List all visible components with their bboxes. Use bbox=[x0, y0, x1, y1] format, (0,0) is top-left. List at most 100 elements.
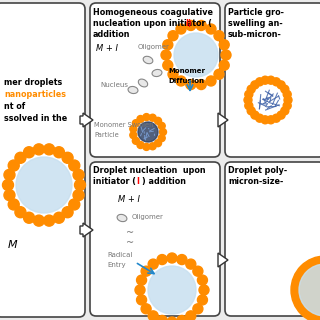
Circle shape bbox=[158, 122, 165, 129]
Circle shape bbox=[197, 275, 207, 285]
Text: Homogeneous coagulative: Homogeneous coagulative bbox=[93, 8, 213, 17]
Circle shape bbox=[132, 120, 140, 127]
Text: M: M bbox=[8, 240, 18, 250]
FancyBboxPatch shape bbox=[225, 162, 320, 316]
Circle shape bbox=[73, 190, 84, 201]
Circle shape bbox=[245, 102, 253, 110]
Polygon shape bbox=[218, 113, 228, 127]
Circle shape bbox=[8, 199, 19, 210]
Circle shape bbox=[163, 40, 173, 50]
Circle shape bbox=[219, 60, 229, 70]
Circle shape bbox=[4, 169, 15, 180]
Circle shape bbox=[261, 116, 269, 124]
Circle shape bbox=[174, 33, 218, 77]
Circle shape bbox=[149, 143, 156, 150]
Circle shape bbox=[33, 144, 44, 155]
Circle shape bbox=[272, 78, 280, 86]
Circle shape bbox=[196, 80, 206, 90]
Circle shape bbox=[15, 207, 26, 218]
Text: Oligomer: Oligomer bbox=[132, 214, 164, 220]
Text: Oligomer: Oligomer bbox=[138, 44, 170, 50]
Circle shape bbox=[247, 85, 255, 93]
Text: ssolved in the: ssolved in the bbox=[4, 114, 67, 123]
Circle shape bbox=[168, 31, 178, 41]
Circle shape bbox=[214, 31, 224, 41]
Circle shape bbox=[291, 256, 320, 320]
Text: Particle: Particle bbox=[94, 132, 119, 138]
Circle shape bbox=[244, 96, 252, 104]
FancyBboxPatch shape bbox=[225, 3, 320, 157]
Circle shape bbox=[69, 199, 80, 210]
Circle shape bbox=[193, 266, 203, 276]
Text: sub-micron-: sub-micron- bbox=[228, 30, 282, 39]
Circle shape bbox=[44, 215, 55, 226]
Text: Nucleus: Nucleus bbox=[100, 82, 128, 88]
Circle shape bbox=[135, 285, 145, 295]
Circle shape bbox=[256, 78, 264, 86]
Polygon shape bbox=[218, 253, 228, 267]
Circle shape bbox=[130, 132, 137, 139]
Circle shape bbox=[15, 152, 26, 163]
Circle shape bbox=[24, 212, 35, 223]
Text: swelling an-: swelling an- bbox=[228, 19, 283, 28]
Ellipse shape bbox=[143, 56, 153, 64]
Circle shape bbox=[283, 102, 291, 110]
Circle shape bbox=[196, 20, 206, 30]
FancyBboxPatch shape bbox=[0, 3, 85, 317]
Circle shape bbox=[177, 255, 187, 265]
Circle shape bbox=[8, 160, 19, 171]
Circle shape bbox=[62, 207, 73, 218]
Circle shape bbox=[199, 285, 209, 295]
FancyBboxPatch shape bbox=[90, 162, 220, 316]
Circle shape bbox=[186, 311, 196, 320]
Circle shape bbox=[148, 266, 196, 314]
Circle shape bbox=[186, 20, 196, 30]
Ellipse shape bbox=[138, 79, 148, 87]
Circle shape bbox=[267, 116, 275, 124]
Circle shape bbox=[245, 90, 253, 98]
Circle shape bbox=[186, 80, 196, 90]
Circle shape bbox=[148, 311, 158, 320]
Ellipse shape bbox=[117, 214, 127, 222]
Circle shape bbox=[247, 107, 255, 115]
Text: Particle gro-: Particle gro- bbox=[228, 8, 284, 17]
Text: mer droplets: mer droplets bbox=[4, 78, 62, 87]
Circle shape bbox=[137, 141, 144, 148]
Circle shape bbox=[299, 264, 320, 316]
Text: ) addition: ) addition bbox=[142, 177, 186, 186]
Circle shape bbox=[3, 180, 13, 190]
Circle shape bbox=[193, 304, 203, 314]
Text: Entry: Entry bbox=[107, 262, 126, 268]
Circle shape bbox=[138, 122, 158, 142]
Circle shape bbox=[33, 215, 44, 226]
Text: initiator (: initiator ( bbox=[93, 177, 136, 186]
Text: addition: addition bbox=[93, 30, 131, 39]
Circle shape bbox=[16, 157, 72, 213]
Circle shape bbox=[281, 107, 289, 115]
Polygon shape bbox=[80, 113, 93, 127]
Text: Droplet nucleation  upon: Droplet nucleation upon bbox=[93, 166, 206, 175]
Circle shape bbox=[161, 50, 171, 60]
Text: Diffusion: Diffusion bbox=[168, 78, 204, 84]
Circle shape bbox=[221, 50, 231, 60]
Circle shape bbox=[261, 76, 269, 84]
Circle shape bbox=[24, 147, 35, 158]
Text: nucleation upon initiator (: nucleation upon initiator ( bbox=[93, 19, 212, 28]
Circle shape bbox=[186, 259, 196, 269]
Circle shape bbox=[159, 129, 166, 135]
Circle shape bbox=[167, 253, 177, 263]
Circle shape bbox=[155, 117, 162, 124]
Circle shape bbox=[176, 24, 186, 34]
Text: nt of: nt of bbox=[4, 102, 25, 111]
Circle shape bbox=[4, 190, 15, 201]
Circle shape bbox=[163, 60, 173, 70]
Text: I: I bbox=[136, 177, 139, 186]
Ellipse shape bbox=[152, 69, 162, 76]
Circle shape bbox=[62, 152, 73, 163]
Circle shape bbox=[143, 143, 150, 150]
Circle shape bbox=[73, 169, 84, 180]
Text: Monomer Swollen: Monomer Swollen bbox=[94, 122, 153, 128]
Circle shape bbox=[132, 137, 140, 144]
Circle shape bbox=[277, 81, 285, 89]
Circle shape bbox=[53, 147, 64, 158]
